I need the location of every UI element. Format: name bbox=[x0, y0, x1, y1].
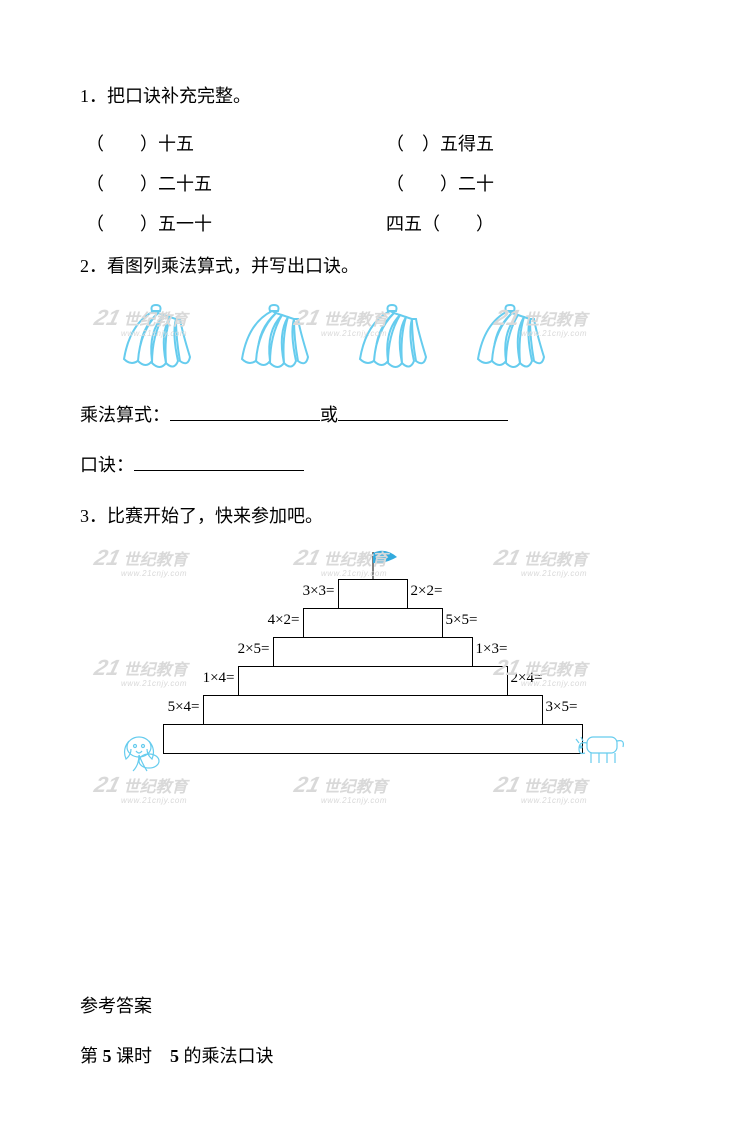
q1-right[interactable]: （ ）二十 bbox=[386, 170, 494, 196]
q1-row: （ ）十五（ ）五得五 bbox=[80, 130, 665, 156]
pyramid-level: 1×4=2×4= bbox=[238, 666, 508, 696]
pyramid-label-right[interactable]: 2×4= bbox=[507, 670, 543, 687]
pyramid-label-left[interactable]: 3×3= bbox=[303, 583, 339, 600]
banana-group bbox=[228, 301, 318, 381]
q1-rows: （ ）十五（ ）五得五（ ）二十五（ ）二十（ ）五一十四五（ ） bbox=[80, 130, 665, 236]
banana-group bbox=[346, 301, 436, 381]
cow-icon bbox=[573, 727, 633, 772]
pyramid-label-right[interactable]: 5×5= bbox=[442, 612, 478, 629]
pyramid-label-left[interactable]: 5×4= bbox=[168, 699, 204, 716]
banana-row bbox=[110, 301, 665, 381]
q1-right[interactable]: 四五（ ） bbox=[386, 210, 494, 236]
pyramid-label-right[interactable]: 3×5= bbox=[542, 699, 578, 716]
pyramid-label-left[interactable]: 1×4= bbox=[203, 670, 239, 687]
q2-equation-line: 乘法算式： 或 bbox=[80, 399, 665, 431]
fill-blank[interactable] bbox=[170, 403, 320, 421]
pyramid-level: 4×2=5×5= bbox=[303, 608, 443, 638]
pyramid-container: 3×3=2×2=4×2=5×5=2×5=1×3=1×4=2×4=5×4=3×5= bbox=[113, 550, 633, 810]
q1-left[interactable]: （ ）十五 bbox=[86, 130, 386, 156]
banana-group bbox=[110, 301, 200, 381]
worksheet-page: 1．把口诀补充完整。 （ ）十五（ ）五得五（ ）二十五（ ）二十（ ）五一十四… bbox=[0, 0, 745, 1131]
pyramid-level: 2×5=1×3= bbox=[273, 637, 473, 667]
fill-blank[interactable] bbox=[134, 453, 304, 471]
lesson-num: 5 bbox=[103, 1046, 112, 1066]
fill-blank[interactable] bbox=[338, 403, 508, 421]
pyramid-level: 5×4=3×5= bbox=[203, 695, 543, 725]
sub-mid: 课时 bbox=[112, 1046, 171, 1066]
pyramid-label-left[interactable]: 2×5= bbox=[238, 641, 274, 658]
q1-title: 1．把口诀补充完整。 bbox=[80, 80, 665, 112]
q2-koujue-line: 口诀： bbox=[80, 449, 665, 481]
answers-subheading: 第 5 课时 5 的乘法口诀 bbox=[80, 1040, 665, 1072]
answers-section: 参考答案 第 5 课时 5 的乘法口诀 bbox=[80, 990, 665, 1073]
q1-left[interactable]: （ ）二十五 bbox=[86, 170, 386, 196]
q2-title: 2．看图列乘法算式，并写出口诀。 bbox=[80, 250, 665, 282]
koujue-label: 口诀： bbox=[80, 455, 134, 475]
pyramid-level: 3×3=2×2= bbox=[338, 579, 408, 609]
q1-row: （ ）五一十四五（ ） bbox=[80, 210, 665, 236]
sub-suffix: 的乘法口诀 bbox=[179, 1046, 274, 1066]
answers-heading: 参考答案 bbox=[80, 990, 665, 1022]
pyramid: 3×3=2×2=4×2=5×5=2×5=1×3=1×4=2×4=5×4=3×5= bbox=[163, 580, 583, 754]
banana-group bbox=[464, 301, 554, 381]
sub-prefix: 第 bbox=[80, 1046, 103, 1066]
pyramid-level bbox=[163, 724, 583, 754]
pyramid-label-left[interactable]: 4×2= bbox=[268, 612, 304, 629]
q1-right[interactable]: （ ）五得五 bbox=[386, 130, 494, 156]
pyramid-label-right[interactable]: 2×2= bbox=[407, 583, 443, 600]
equation-label: 乘法算式： bbox=[80, 405, 170, 425]
q1-left[interactable]: （ ）五一十 bbox=[86, 210, 386, 236]
pyramid-label-right[interactable]: 1×3= bbox=[472, 641, 508, 658]
q1-row: （ ）二十五（ ）二十 bbox=[80, 170, 665, 196]
or-label: 或 bbox=[320, 405, 338, 425]
q3-title: 3．比赛开始了，快来参加吧。 bbox=[80, 500, 665, 532]
dog-icon bbox=[119, 731, 171, 780]
title-num: 5 bbox=[170, 1046, 179, 1066]
